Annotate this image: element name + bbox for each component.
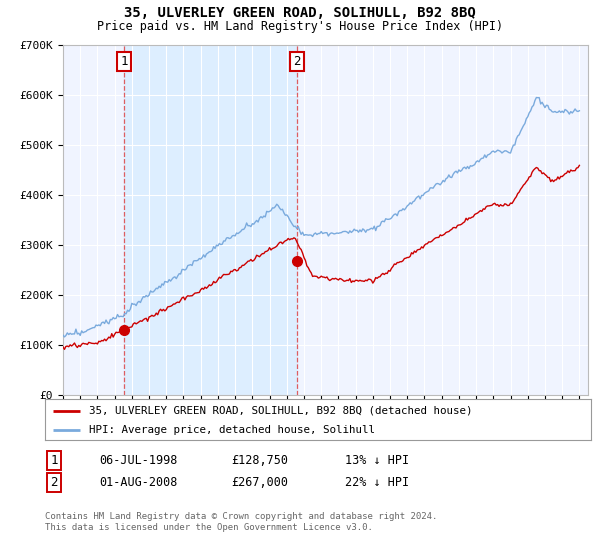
Text: 01-AUG-2008: 01-AUG-2008 [99,476,178,489]
Text: Contains HM Land Registry data © Crown copyright and database right 2024.
This d: Contains HM Land Registry data © Crown c… [45,512,437,532]
Text: HPI: Average price, detached house, Solihull: HPI: Average price, detached house, Soli… [89,424,374,435]
Text: £267,000: £267,000 [231,476,288,489]
Text: 13% ↓ HPI: 13% ↓ HPI [345,454,409,467]
Text: Price paid vs. HM Land Registry's House Price Index (HPI): Price paid vs. HM Land Registry's House … [97,20,503,32]
Text: £128,750: £128,750 [231,454,288,467]
Text: 2: 2 [50,476,58,489]
Text: 35, ULVERLEY GREEN ROAD, SOLIHULL, B92 8BQ: 35, ULVERLEY GREEN ROAD, SOLIHULL, B92 8… [124,6,476,20]
Text: 35, ULVERLEY GREEN ROAD, SOLIHULL, B92 8BQ (detached house): 35, ULVERLEY GREEN ROAD, SOLIHULL, B92 8… [89,405,472,416]
Bar [124,45,297,395]
Text: 1: 1 [50,454,58,467]
Text: 06-JUL-1998: 06-JUL-1998 [99,454,178,467]
Text: 1: 1 [120,55,128,68]
Text: 2: 2 [293,55,301,68]
Text: 22% ↓ HPI: 22% ↓ HPI [345,476,409,489]
